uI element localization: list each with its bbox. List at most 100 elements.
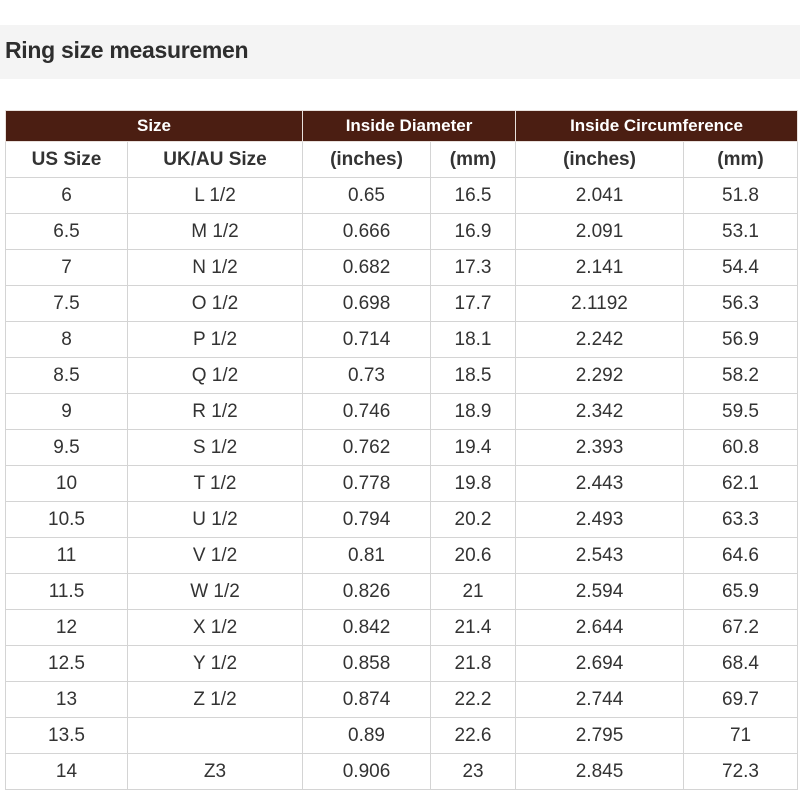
cell-circumference-mm: 54.4	[683, 249, 799, 286]
cell-diameter-inches: 0.73	[302, 357, 431, 394]
table-row: 6.5 M 1/2 0.666 16.9 2.091 53.1	[5, 213, 799, 250]
table-row: 11.5 W 1/2 0.826 21 2.594 65.9	[5, 573, 799, 610]
cell-diameter-inches: 0.842	[302, 609, 431, 646]
cell-diameter-mm: 16.5	[429, 177, 517, 214]
col-header-circumference-mm: (mm)	[683, 141, 799, 178]
cell-us-size: 11	[5, 537, 128, 574]
cell-circumference-mm: 71	[683, 717, 799, 754]
cell-circumference-mm: 67.2	[683, 609, 799, 646]
col-header-us-size: US Size	[5, 141, 128, 178]
cell-uk-au-size: U 1/2	[127, 501, 303, 538]
cell-circumference-inches: 2.845	[515, 753, 685, 790]
cell-circumference-inches: 2.443	[515, 465, 685, 502]
cell-diameter-mm: 21.8	[429, 645, 517, 682]
cell-uk-au-size: Z 1/2	[127, 681, 303, 718]
cell-circumference-inches: 2.694	[515, 645, 685, 682]
group-header-inside-circumference: Inside Circumference	[515, 110, 799, 142]
cell-circumference-inches: 2.744	[515, 681, 685, 718]
cell-us-size: 12.5	[5, 645, 128, 682]
cell-uk-au-size: P 1/2	[127, 321, 303, 358]
cell-circumference-inches: 2.644	[515, 609, 685, 646]
cell-uk-au-size: O 1/2	[127, 285, 303, 322]
cell-diameter-mm: 17.7	[429, 285, 517, 322]
cell-circumference-mm: 51.8	[683, 177, 799, 214]
cell-circumference-inches: 2.594	[515, 573, 685, 610]
cell-us-size: 9.5	[5, 429, 128, 466]
cell-diameter-mm: 22.6	[429, 717, 517, 754]
cell-circumference-inches: 2.041	[515, 177, 685, 214]
cell-uk-au-size: S 1/2	[127, 429, 303, 466]
cell-diameter-inches: 0.698	[302, 285, 431, 322]
cell-us-size: 10.5	[5, 501, 128, 538]
cell-circumference-mm: 63.3	[683, 501, 799, 538]
cell-circumference-inches: 2.543	[515, 537, 685, 574]
cell-diameter-mm: 18.9	[429, 393, 517, 430]
cell-circumference-inches: 2.393	[515, 429, 685, 466]
cell-circumference-inches: 2.141	[515, 249, 685, 286]
cell-circumference-inches: 2.1192	[515, 285, 685, 322]
title-band: Ring size measuremen	[0, 25, 800, 79]
table-row: 12 X 1/2 0.842 21.4 2.644 67.2	[5, 609, 799, 646]
cell-us-size: 12	[5, 609, 128, 646]
cell-circumference-mm: 69.7	[683, 681, 799, 718]
cell-us-size: 6.5	[5, 213, 128, 250]
cell-us-size: 11.5	[5, 573, 128, 610]
table-row: 14 Z3 0.906 23 2.845 72.3	[5, 753, 799, 790]
cell-circumference-mm: 60.8	[683, 429, 799, 466]
cell-diameter-inches: 0.666	[302, 213, 431, 250]
table-row: 10.5 U 1/2 0.794 20.2 2.493 63.3	[5, 501, 799, 538]
cell-uk-au-size: L 1/2	[127, 177, 303, 214]
group-header-row: Size Inside Diameter Inside Circumferenc…	[5, 110, 799, 142]
cell-uk-au-size: R 1/2	[127, 393, 303, 430]
cell-uk-au-size: X 1/2	[127, 609, 303, 646]
cell-circumference-mm: 72.3	[683, 753, 799, 790]
cell-circumference-mm: 68.4	[683, 645, 799, 682]
cell-uk-au-size: W 1/2	[127, 573, 303, 610]
cell-diameter-mm: 20.6	[429, 537, 517, 574]
cell-uk-au-size: V 1/2	[127, 537, 303, 574]
cell-us-size: 7.5	[5, 285, 128, 322]
cell-us-size: 8.5	[5, 357, 128, 394]
cell-us-size: 6	[5, 177, 128, 214]
cell-uk-au-size	[127, 717, 303, 754]
cell-diameter-mm: 20.2	[429, 501, 517, 538]
cell-circumference-inches: 2.342	[515, 393, 685, 430]
cell-circumference-inches: 2.493	[515, 501, 685, 538]
cell-circumference-inches: 2.091	[515, 213, 685, 250]
col-header-diameter-mm: (mm)	[429, 141, 517, 178]
cell-diameter-mm: 19.8	[429, 465, 517, 502]
cell-circumference-mm: 62.1	[683, 465, 799, 502]
table-row: 13.5 0.89 22.6 2.795 71	[5, 717, 799, 754]
cell-diameter-inches: 0.762	[302, 429, 431, 466]
cell-diameter-mm: 19.4	[429, 429, 517, 466]
table-row: 7.5 O 1/2 0.698 17.7 2.1192 56.3	[5, 285, 799, 322]
page-title: Ring size measuremen	[5, 37, 249, 63]
table-row: 9.5 S 1/2 0.762 19.4 2.393 60.8	[5, 429, 799, 466]
group-header-size: Size	[5, 110, 303, 142]
cell-circumference-mm: 58.2	[683, 357, 799, 394]
table-row: 10 T 1/2 0.778 19.8 2.443 62.1	[5, 465, 799, 502]
table-row: 13 Z 1/2 0.874 22.2 2.744 69.7	[5, 681, 799, 718]
cell-uk-au-size: Q 1/2	[127, 357, 303, 394]
ring-size-table: Size Inside Diameter Inside Circumferenc…	[5, 110, 799, 790]
cell-diameter-mm: 21	[429, 573, 517, 610]
cell-diameter-mm: 16.9	[429, 213, 517, 250]
cell-circumference-mm: 59.5	[683, 393, 799, 430]
cell-us-size: 14	[5, 753, 128, 790]
cell-diameter-inches: 0.714	[302, 321, 431, 358]
cell-us-size: 10	[5, 465, 128, 502]
cell-circumference-inches: 2.795	[515, 717, 685, 754]
cell-diameter-mm: 22.2	[429, 681, 517, 718]
cell-diameter-mm: 17.3	[429, 249, 517, 286]
cell-us-size: 13.5	[5, 717, 128, 754]
cell-uk-au-size: Y 1/2	[127, 645, 303, 682]
sub-header-row: US Size UK/AU Size (inches) (mm) (inches…	[5, 141, 799, 178]
cell-diameter-inches: 0.65	[302, 177, 431, 214]
cell-uk-au-size: T 1/2	[127, 465, 303, 502]
cell-diameter-mm: 23	[429, 753, 517, 790]
cell-uk-au-size: N 1/2	[127, 249, 303, 286]
